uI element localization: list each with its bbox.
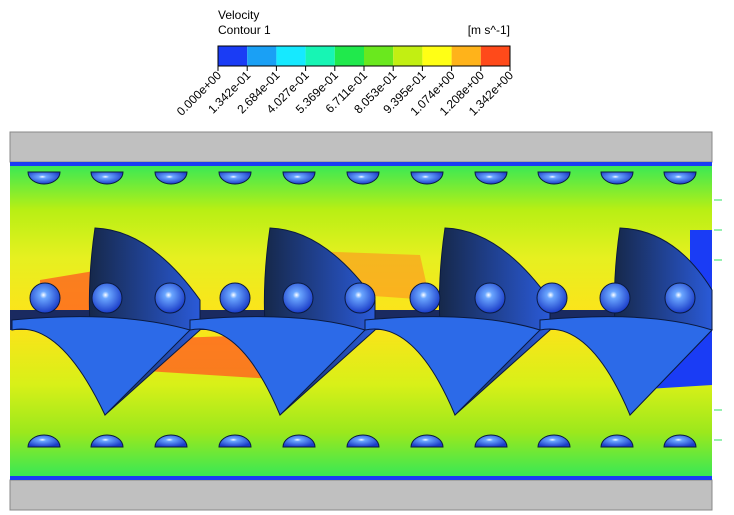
color-swatch xyxy=(451,46,481,66)
color-swatch xyxy=(276,46,306,66)
color-swatch xyxy=(480,46,510,66)
legend-bar: 0.000e+001.342e-012.684e-014.027e-015.36… xyxy=(174,45,516,118)
cfd-view xyxy=(9,131,722,511)
color-swatch xyxy=(393,46,423,66)
color-swatch xyxy=(334,46,364,66)
color-swatch xyxy=(422,46,452,66)
legend-title: Velocity xyxy=(218,8,259,22)
color-swatch xyxy=(247,46,277,66)
color-swatch xyxy=(305,46,335,66)
color-swatch xyxy=(218,46,248,66)
legend-subtitle: Contour 1 xyxy=(218,23,271,37)
legend-unit: [m s^-1] xyxy=(468,23,510,37)
color-swatch xyxy=(364,46,394,66)
